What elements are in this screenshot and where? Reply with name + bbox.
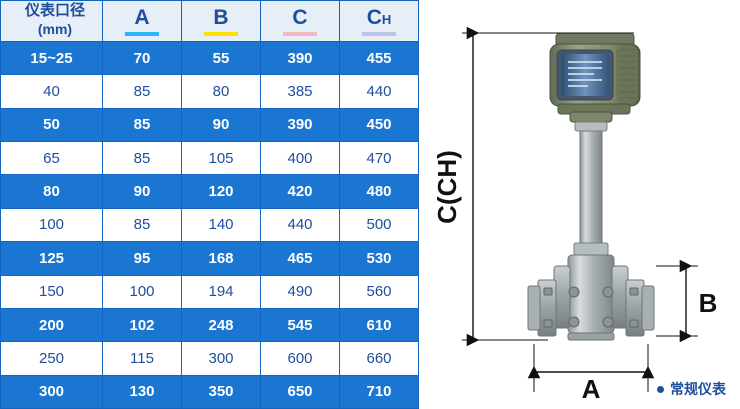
cell-a: 115 (102, 341, 182, 376)
table-row: 200 102 248 545 610 (0, 307, 419, 343)
cell-ch: 660 (339, 341, 419, 376)
header-ch-label: CH (341, 7, 417, 28)
neck-pipe (573, 121, 609, 256)
flowmeter-diagram: C(CH) B A 常规仪表 (398, 0, 740, 409)
cell-a: 85 (102, 107, 182, 143)
table-row: 250 115 300 600 660 (0, 341, 419, 376)
table-row: 40 85 80 385 440 (0, 74, 419, 109)
cell-b: 55 (181, 40, 261, 76)
cell-c: 385 (260, 74, 340, 109)
header-c-label: C (292, 5, 308, 29)
cell-a: 100 (102, 274, 182, 309)
cell-c: 420 (260, 174, 340, 209)
cell-b: 140 (181, 207, 261, 243)
cell-size: 300 (0, 374, 103, 409)
cell-c: 400 (260, 141, 340, 176)
flowmeter-drawing: C(CH) B A (432, 26, 718, 404)
header-cell-a: A (102, 0, 182, 42)
table-row: 150 100 194 490 560 (0, 274, 419, 309)
cell-a: 90 (102, 174, 182, 209)
cell-ch: 450 (339, 107, 419, 143)
cell-b: 120 (181, 174, 261, 209)
cell-size: 50 (0, 107, 103, 143)
header-cell-size: 仪表口径 (mm) (0, 0, 103, 42)
cell-size: 80 (0, 174, 103, 209)
cell-ch: 710 (339, 374, 419, 409)
meter-body (527, 254, 655, 341)
flange-bolts (543, 286, 639, 328)
cell-a: 85 (102, 207, 182, 243)
table-header-row: 仪表口径 (mm) A B C (0, 0, 419, 42)
table-row: 65 85 105 400 470 (0, 141, 419, 176)
cell-b: 168 (181, 241, 261, 276)
header-cell-b: B (181, 0, 261, 42)
cell-c: 440 (260, 207, 340, 243)
cell-ch: 440 (339, 74, 419, 109)
cell-c: 390 (260, 40, 340, 76)
cell-size: 250 (0, 341, 103, 376)
cell-b: 248 (181, 307, 261, 343)
table-row: 100 85 140 440 500 (0, 207, 419, 243)
header-size-line1: 仪表口径 (24, 2, 85, 20)
cell-b: 194 (181, 274, 261, 309)
cell-ch: 560 (339, 274, 419, 309)
note-regular-meter: 常规仪表 (657, 379, 726, 399)
cell-size: 125 (0, 241, 103, 276)
cell-c: 545 (260, 307, 340, 343)
table-row: 50 85 90 390 450 (0, 107, 419, 143)
cell-size: 65 (0, 141, 103, 176)
dimension-b-label: B (699, 288, 718, 318)
header-ch-sub: H (381, 11, 392, 27)
header-cell-c: C (260, 0, 340, 42)
header-c-underline (283, 31, 317, 36)
cell-c: 390 (260, 107, 340, 143)
dimension-a-label: A (582, 374, 601, 404)
table-row: 125 95 168 465 530 (0, 241, 419, 276)
display-segments (568, 61, 602, 87)
table-row: 80 90 120 420 480 (0, 174, 419, 209)
header-b-underline (204, 31, 238, 36)
cell-ch: 500 (339, 207, 419, 243)
cell-b: 80 (181, 74, 261, 109)
note-label: 常规仪表 (670, 381, 726, 397)
cell-ch: 470 (339, 141, 419, 176)
cell-a: 85 (102, 74, 182, 109)
cell-size: 15~25 (0, 40, 103, 76)
dimension-c-ch-label: C(CH) (432, 150, 462, 224)
header-ch-main: C (366, 5, 382, 29)
bullet-icon (657, 385, 664, 393)
header-b-label: B (213, 5, 229, 29)
cell-a: 130 (102, 374, 182, 409)
cell-size: 40 (0, 74, 103, 109)
header-a-underline (125, 31, 159, 36)
cell-c: 600 (260, 341, 340, 376)
cell-size: 150 (0, 274, 103, 309)
cell-c: 650 (260, 374, 340, 409)
cell-a: 85 (102, 141, 182, 176)
table-row: 300 130 350 650 710 (0, 374, 419, 409)
cell-b: 105 (181, 141, 261, 176)
cell-a: 95 (102, 241, 182, 276)
converter-housing (549, 32, 641, 123)
cell-c: 465 (260, 241, 340, 276)
spec-table: 仪表口径 (mm) A B C (0, 0, 419, 409)
cell-b: 350 (181, 374, 261, 409)
dimension-lines: C(CH) B A (432, 26, 718, 404)
table-row: 15~25 70 55 390 455 (0, 40, 419, 76)
cell-b: 300 (181, 341, 261, 376)
cell-a: 70 (102, 40, 182, 76)
header-size-line2: (mm) (37, 21, 73, 37)
cell-a: 102 (102, 307, 182, 343)
cell-size: 200 (0, 307, 103, 343)
header-a-label: A (134, 5, 150, 29)
cell-size: 100 (0, 207, 103, 243)
cell-ch: 610 (339, 307, 419, 343)
header-cell-ch: CH (339, 0, 419, 42)
cell-c: 490 (260, 274, 340, 309)
header-ch-underline (362, 31, 396, 36)
spec-table-container: 仪表口径 (mm) A B C (0, 0, 419, 409)
cell-b: 90 (181, 107, 261, 143)
cell-ch: 530 (339, 241, 419, 276)
